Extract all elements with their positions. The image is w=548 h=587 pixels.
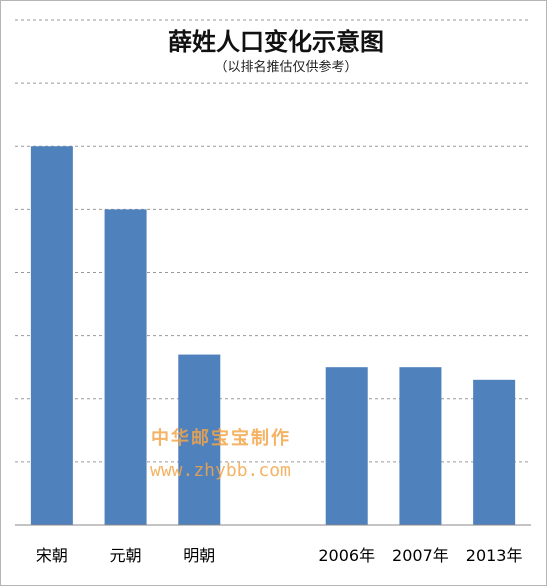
x-tick-label: 2013年	[466, 546, 523, 565]
x-tick-labels: 宋朝 元朝 明朝 2006年 2007年 2013年	[36, 546, 523, 565]
chart-title: 薛姓人口变化示意图	[168, 27, 384, 56]
bar	[104, 209, 147, 525]
bar	[325, 367, 368, 525]
bar	[399, 367, 442, 525]
bar	[30, 146, 73, 525]
x-tick-label: 2007年	[392, 546, 449, 565]
watermark-line2: www.zhybb.com	[150, 460, 291, 481]
x-tick-label: 元朝	[110, 546, 142, 565]
bar	[473, 379, 516, 525]
bar	[178, 354, 221, 525]
x-tick-label: 2006年	[318, 546, 375, 565]
x-tick-label: 宋朝	[36, 546, 68, 565]
watermark-line1: 中华邮宝宝制作	[151, 427, 291, 449]
chart-subtitle: （以排名推估仅供参考）	[214, 59, 357, 75]
x-tick-label: 明朝	[183, 546, 215, 565]
bars	[30, 146, 516, 525]
gridlines	[15, 19, 531, 463]
